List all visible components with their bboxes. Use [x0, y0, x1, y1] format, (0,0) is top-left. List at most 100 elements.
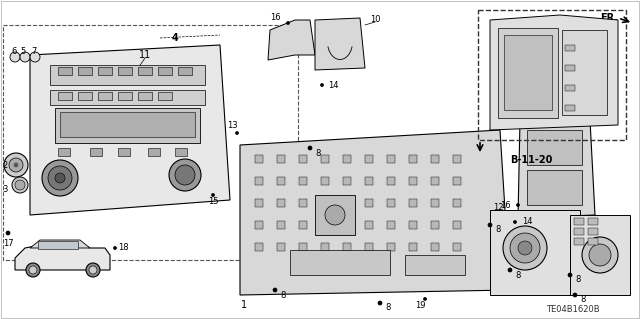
Bar — [158, 92, 172, 100]
Text: 4: 4 — [172, 33, 179, 43]
Circle shape — [211, 194, 214, 197]
Circle shape — [9, 158, 23, 172]
Circle shape — [568, 273, 572, 277]
Bar — [527, 130, 582, 165]
Circle shape — [236, 131, 239, 135]
Bar — [255, 155, 263, 163]
Bar — [409, 221, 417, 229]
Bar — [321, 199, 329, 207]
Bar — [343, 243, 351, 251]
Circle shape — [86, 263, 100, 277]
Bar — [343, 155, 351, 163]
Circle shape — [610, 118, 614, 122]
Bar — [409, 199, 417, 207]
Text: FR.: FR. — [600, 13, 618, 23]
Circle shape — [518, 241, 532, 255]
Bar — [78, 92, 92, 100]
Bar — [98, 67, 112, 75]
Bar — [405, 255, 465, 275]
Circle shape — [55, 173, 65, 183]
Polygon shape — [490, 15, 618, 130]
Bar — [453, 177, 461, 185]
Bar — [277, 155, 285, 163]
Circle shape — [513, 220, 516, 224]
Bar — [565, 85, 575, 91]
Circle shape — [6, 231, 10, 235]
Circle shape — [589, 244, 611, 266]
Bar — [255, 243, 263, 251]
Text: 8: 8 — [580, 295, 586, 305]
Bar — [387, 199, 395, 207]
Bar — [453, 243, 461, 251]
Bar — [299, 221, 307, 229]
Circle shape — [20, 52, 30, 62]
Bar — [565, 105, 575, 111]
Bar — [138, 67, 152, 75]
Circle shape — [89, 266, 97, 274]
Polygon shape — [15, 242, 110, 270]
Bar — [3, 25, 298, 260]
Bar — [98, 92, 112, 100]
Text: 15: 15 — [208, 197, 218, 206]
Polygon shape — [518, 120, 595, 218]
Bar — [588, 228, 598, 235]
Polygon shape — [30, 240, 90, 248]
Bar — [498, 28, 558, 118]
Polygon shape — [30, 45, 230, 215]
Bar — [50, 65, 205, 85]
Bar — [321, 243, 329, 251]
Bar — [299, 199, 307, 207]
Bar — [55, 108, 200, 143]
Circle shape — [169, 159, 201, 191]
Circle shape — [510, 233, 540, 263]
Bar — [365, 221, 373, 229]
Bar — [299, 243, 307, 251]
Bar — [78, 67, 92, 75]
Bar — [478, 10, 626, 140]
Text: 14: 14 — [328, 80, 339, 90]
Circle shape — [287, 21, 289, 25]
Text: 5: 5 — [20, 47, 26, 56]
Circle shape — [12, 177, 28, 193]
Bar — [175, 148, 187, 156]
Bar — [299, 155, 307, 163]
Bar — [255, 177, 263, 185]
Bar — [60, 112, 195, 137]
Circle shape — [175, 165, 195, 185]
Text: 19: 19 — [415, 300, 425, 309]
Text: B-11-20: B-11-20 — [510, 155, 552, 165]
Circle shape — [29, 266, 37, 274]
Text: 17: 17 — [3, 239, 13, 248]
Bar — [299, 177, 307, 185]
Bar — [50, 90, 205, 105]
Bar — [343, 177, 351, 185]
Bar — [570, 215, 630, 295]
Bar — [431, 155, 439, 163]
Bar — [58, 92, 72, 100]
Text: 6: 6 — [12, 47, 17, 56]
Bar — [409, 177, 417, 185]
Bar — [58, 67, 72, 75]
Text: 7: 7 — [31, 47, 36, 56]
Circle shape — [516, 204, 520, 206]
Circle shape — [30, 52, 40, 62]
Bar — [277, 243, 285, 251]
Circle shape — [321, 84, 323, 86]
Bar — [588, 238, 598, 245]
Bar — [365, 155, 373, 163]
Circle shape — [15, 180, 25, 190]
Text: 11: 11 — [139, 50, 151, 60]
Bar — [453, 199, 461, 207]
Text: 10: 10 — [370, 16, 380, 25]
Bar — [290, 250, 390, 275]
Bar — [387, 221, 395, 229]
Circle shape — [488, 223, 492, 227]
Bar — [574, 218, 584, 225]
Circle shape — [273, 288, 277, 292]
Bar — [387, 155, 395, 163]
Bar — [453, 155, 461, 163]
Bar — [118, 92, 132, 100]
Polygon shape — [240, 130, 510, 295]
Bar — [90, 148, 102, 156]
Circle shape — [308, 146, 312, 150]
